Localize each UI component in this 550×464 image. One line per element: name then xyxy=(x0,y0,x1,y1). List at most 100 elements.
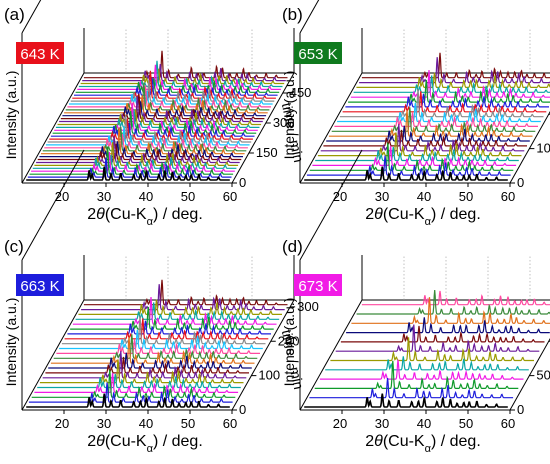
temperature-badge: 643 K xyxy=(16,42,64,64)
frame-line xyxy=(509,338,550,411)
frame-line xyxy=(299,299,363,411)
z-tick-label: 300 xyxy=(273,115,295,130)
series-line xyxy=(345,93,549,108)
series-line xyxy=(78,299,282,315)
z-tick-label: 100 xyxy=(536,141,550,156)
temperature-badge-text: 663 K xyxy=(20,278,59,295)
series-line xyxy=(361,290,550,306)
frame-line xyxy=(509,111,550,184)
series-line xyxy=(323,129,527,147)
x-label-theta: θ xyxy=(374,433,383,450)
y-axis-label: Intensity (a.u.) xyxy=(281,298,297,387)
temperature-badge: 653 K xyxy=(294,42,342,64)
series-line xyxy=(55,110,260,128)
x-axis-label: 2θ(Cu-Kα) / deg. xyxy=(87,206,203,228)
x-tick-label: 50 xyxy=(459,189,473,204)
z-tick-label: 100 xyxy=(258,368,280,383)
frame-line xyxy=(231,72,295,184)
frame-line xyxy=(21,72,85,184)
x-axis-label: 2θ(Cu-Kα) / deg. xyxy=(87,433,203,455)
x-tick-label: 60 xyxy=(501,189,515,204)
series-group xyxy=(304,52,550,181)
panel-label: (d) xyxy=(282,237,303,256)
series-line xyxy=(304,166,508,181)
x-tick-label: 40 xyxy=(417,189,431,204)
series-line xyxy=(314,360,519,389)
frame-line xyxy=(21,0,42,34)
series-line xyxy=(26,393,230,408)
z-tick-label: 200 xyxy=(278,333,300,348)
x-label-main: (Cu-K xyxy=(105,206,147,223)
axis-frame xyxy=(299,149,550,411)
x-label-sub: α xyxy=(425,443,432,455)
panel-label: (c) xyxy=(4,237,24,256)
x-tick-label: 60 xyxy=(501,416,515,431)
x-label-theta: θ xyxy=(96,206,105,223)
series-line xyxy=(62,101,267,117)
series-line xyxy=(61,316,266,345)
x-tick-label: 50 xyxy=(459,416,473,431)
series-line xyxy=(74,77,278,96)
series-line xyxy=(361,52,550,79)
series-line xyxy=(328,109,533,137)
z-tick-label: 0 xyxy=(239,402,246,417)
series-line xyxy=(83,279,288,306)
series-line xyxy=(350,70,550,98)
temperature-badge-bg xyxy=(294,42,342,64)
x-label-sub: α xyxy=(147,216,154,228)
x-axis-label: 2θ(Cu-Kα) / deg. xyxy=(365,206,481,228)
z-tick-label: 0 xyxy=(239,175,246,190)
panel-label: (a) xyxy=(4,5,25,24)
temperature-badge: 663 K xyxy=(16,274,64,296)
series-line xyxy=(331,107,536,132)
x-label-main: (Cu-K xyxy=(383,433,425,450)
series-line xyxy=(48,352,252,369)
series-line xyxy=(72,297,277,325)
z-tick-label: 150 xyxy=(256,145,278,160)
x-label-sub: α xyxy=(425,216,432,228)
series-line xyxy=(340,325,545,343)
series-line xyxy=(67,85,271,108)
x-tick-label: 20 xyxy=(333,189,347,204)
x-label-prefix: 2 xyxy=(87,206,96,223)
frame-line xyxy=(21,299,85,411)
series-line xyxy=(42,351,247,379)
x-label-theta: θ xyxy=(96,433,105,450)
series-line xyxy=(339,89,544,118)
x-tick-label: 20 xyxy=(55,189,69,204)
z-tick-label: 300 xyxy=(297,299,319,314)
series-line xyxy=(37,374,241,389)
series-line xyxy=(36,135,240,164)
temperature-badge-text: 673 K xyxy=(298,278,337,295)
y-axis-label: Intensity (a.u.) xyxy=(3,71,19,160)
series-line xyxy=(44,134,248,149)
series-line xyxy=(56,339,260,354)
x-tick-label: 40 xyxy=(139,416,153,431)
series-line xyxy=(326,125,530,142)
x-tick-label: 20 xyxy=(55,416,69,431)
series-line xyxy=(50,336,255,364)
series-line xyxy=(78,60,283,88)
series-group xyxy=(304,289,550,408)
series-line xyxy=(83,50,288,79)
panel-label: (b) xyxy=(282,5,303,24)
temperature-badge-bg xyxy=(16,42,64,64)
x-tick-label: 30 xyxy=(97,416,111,431)
x-label-main: (Cu-K xyxy=(105,433,147,450)
series-group xyxy=(26,50,288,181)
series-line xyxy=(315,147,519,162)
x-tick-label: 40 xyxy=(417,416,431,431)
series-line xyxy=(31,151,235,172)
x-axis-label: 2θ(Cu-Kα) / deg. xyxy=(365,433,481,455)
series-line xyxy=(346,317,550,334)
x-label-suffix: ) / deg. xyxy=(153,206,203,223)
x-tick-label: 30 xyxy=(375,189,389,204)
series-line xyxy=(67,320,271,335)
series-line xyxy=(304,393,508,408)
x-label-suffix: ) / deg. xyxy=(153,433,203,450)
x-tick-label: 60 xyxy=(223,189,237,204)
series-line xyxy=(45,356,249,374)
